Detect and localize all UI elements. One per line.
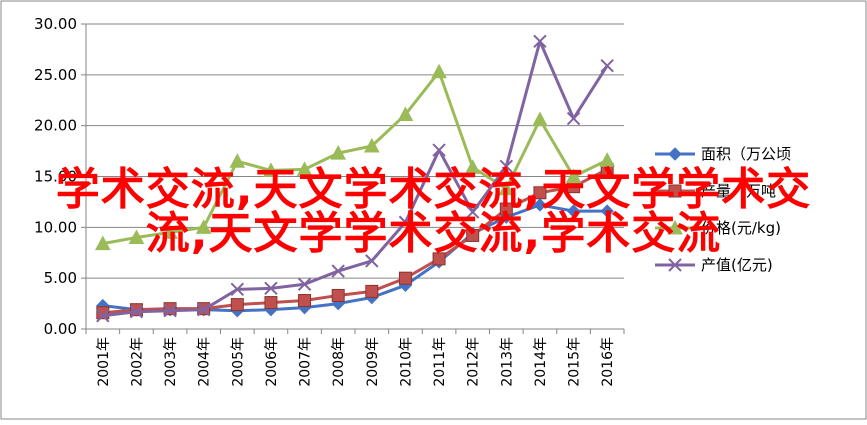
watermark-line-1: 学术交流,天文学术交流,天文学学术交 xyxy=(55,164,812,215)
legend-marker xyxy=(668,258,682,272)
x-tick-label: 2004年 xyxy=(197,337,213,387)
x-axis-ticks: 2001年 2002年 2003年 2004年 2005年 2006年 2007年 2008年… xyxy=(96,337,616,387)
data-point xyxy=(432,143,446,157)
x-tick-label: 2003年 xyxy=(163,337,179,387)
data-point xyxy=(599,152,616,167)
data-point xyxy=(533,198,547,212)
y-tick-label: 15.00 xyxy=(34,168,77,186)
x-tick-label: 2012年 xyxy=(466,337,482,387)
legend-label: 产值(亿元) xyxy=(701,256,773,274)
x-tick-label: 2014年 xyxy=(533,337,549,387)
x-tick-label: 2001年 xyxy=(96,337,112,387)
series-line xyxy=(102,70,608,246)
data-point xyxy=(398,271,412,285)
data-point xyxy=(162,224,178,239)
data-point xyxy=(230,298,244,312)
legend-entry: 产值(亿元) xyxy=(655,256,773,274)
data-point xyxy=(263,162,279,177)
legend-marker xyxy=(667,219,683,235)
series-group xyxy=(94,34,616,323)
x-tick-label: 2006年 xyxy=(264,337,280,387)
data-point xyxy=(397,106,414,121)
y-tick-label: 20.00 xyxy=(34,117,77,135)
data-point xyxy=(565,168,582,183)
x-tick-label: 2008年 xyxy=(331,337,347,387)
data-point xyxy=(431,63,447,79)
gridlines xyxy=(86,23,624,279)
data-point xyxy=(365,254,379,268)
series-4 xyxy=(96,34,614,323)
data-point xyxy=(264,281,278,296)
data-point xyxy=(532,111,548,127)
series-2 xyxy=(96,162,614,320)
data-point xyxy=(264,296,278,310)
x-tick-label: 2015年 xyxy=(567,337,583,387)
series-line xyxy=(102,168,608,315)
x-tick-label: 2007年 xyxy=(298,337,314,387)
watermark-line-2: 流,天文学学术交流,学术交流 xyxy=(145,208,722,259)
legend-entry: 面积（万公顷 xyxy=(655,145,791,163)
legend-label: 面积（万公顷 xyxy=(701,145,791,163)
x-tick-label: 2010年 xyxy=(398,337,414,387)
data-point xyxy=(566,204,581,218)
y-tick-label: 30.00 xyxy=(34,15,77,33)
legend-label: 价格(元/kg) xyxy=(701,219,781,237)
data-point xyxy=(163,302,177,316)
data-point xyxy=(296,161,313,176)
legend-entry: 产量（万吨 xyxy=(655,182,776,200)
data-point xyxy=(533,186,547,200)
data-point xyxy=(129,305,144,319)
data-point xyxy=(229,153,246,168)
data-point xyxy=(499,202,513,216)
x-tick-label: 2013年 xyxy=(499,337,515,387)
data-point xyxy=(465,205,480,219)
data-point xyxy=(363,137,380,153)
legend-marker xyxy=(668,184,682,198)
data-point xyxy=(466,228,480,242)
data-point xyxy=(128,229,145,244)
data-point xyxy=(533,34,547,48)
legend-label: 产量（万吨 xyxy=(701,182,776,200)
series-line xyxy=(102,39,609,318)
x-tick-label: 2016年 xyxy=(600,337,616,387)
data-point xyxy=(499,159,514,174)
legend-entry: 价格(元/kg) xyxy=(655,219,781,237)
data-point xyxy=(94,235,111,251)
x-tick-label: 2011年 xyxy=(432,337,448,387)
data-point xyxy=(498,180,515,196)
x-tick-label: 2009年 xyxy=(365,337,381,387)
y-tick-label: 0.00 xyxy=(44,320,77,338)
series-3 xyxy=(94,63,616,251)
y-axis-ticks: 0.00 5.00 10.00 15.00 20.00 25.00 30.00 xyxy=(34,15,77,338)
x-tick-label: 2005年 xyxy=(230,337,246,387)
data-point xyxy=(129,303,143,317)
data-point xyxy=(600,204,614,218)
data-point xyxy=(464,159,481,174)
data-point xyxy=(600,58,614,73)
data-point xyxy=(163,303,177,318)
data-point xyxy=(331,264,345,278)
data-point xyxy=(331,288,345,302)
data-point xyxy=(297,277,312,291)
data-point xyxy=(298,294,312,308)
data-point xyxy=(196,302,211,317)
y-tick-label: 10.00 xyxy=(34,218,77,236)
axes xyxy=(81,23,625,334)
data-point xyxy=(96,309,110,323)
data-point xyxy=(230,282,245,297)
y-tick-label: 5.00 xyxy=(44,269,77,287)
data-point xyxy=(432,252,446,266)
legend-marker xyxy=(668,147,682,161)
data-point xyxy=(365,284,379,298)
y-tick-label: 25.00 xyxy=(34,66,77,84)
data-point xyxy=(398,215,413,229)
x-tick-label: 2002年 xyxy=(129,337,145,387)
data-point xyxy=(330,145,347,160)
data-point xyxy=(195,219,212,234)
data-point xyxy=(566,111,581,126)
